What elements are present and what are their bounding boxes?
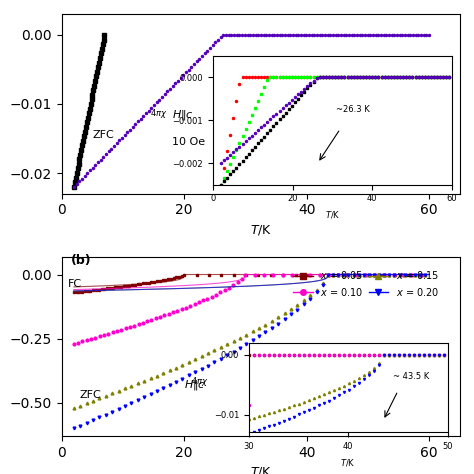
x = 0.20: [118, 405, 124, 410]
x = 0.20: [303, 299, 309, 305]
x = 0.05: [176, 274, 182, 280]
Text: FC: FC: [68, 279, 82, 289]
x = 0.05: [100, 286, 106, 292]
x = 0.10: [82, 338, 87, 344]
x = 0.10: [78, 339, 83, 345]
Legend: $x$ = 0.05, $x$ = 0.10, $x$ = 0.15, $x$ = 0.20: $x$ = 0.05, $x$ = 0.10, $x$ = 0.15, $x$ …: [289, 265, 443, 301]
x = 0.10: [228, 284, 234, 290]
x = 0.15: [118, 387, 124, 393]
x = 0.05: [75, 289, 81, 295]
x = 0.10: [103, 332, 109, 337]
Y-axis label: $4\pi\chi$: $4\pi\chi$: [0, 330, 1, 346]
Text: ZFC: ZFC: [80, 390, 102, 400]
Line: x = 0.05: x = 0.05: [73, 273, 185, 294]
Text: (b): (b): [71, 254, 91, 267]
x = 0.15: [71, 405, 77, 410]
x = 0.15: [312, 288, 318, 294]
x = 0.10: [117, 328, 122, 333]
x = 0.15: [81, 401, 87, 407]
x = 0.10: [243, 272, 248, 277]
x = 0.05: [71, 290, 77, 295]
x = 0.10: [71, 341, 77, 346]
x = 0.20: [325, 272, 331, 277]
x = 0.05: [181, 272, 187, 277]
x = 0.20: [71, 426, 77, 431]
Line: x = 0.10: x = 0.10: [73, 273, 247, 345]
Text: ZFC: ZFC: [92, 130, 114, 140]
x = 0.15: [303, 295, 309, 301]
Text: $H\|c$: $H\|c$: [172, 108, 194, 122]
Text: 10 Oe: 10 Oe: [172, 137, 205, 147]
Line: x = 0.20: x = 0.20: [73, 273, 329, 430]
x = 0.20: [86, 419, 92, 425]
x = 0.15: [325, 272, 331, 277]
X-axis label: $T$/K: $T$/K: [249, 465, 272, 474]
x = 0.20: [312, 291, 318, 296]
x = 0.05: [78, 289, 83, 294]
x = 0.05: [172, 275, 178, 281]
X-axis label: $T$/K: $T$/K: [249, 223, 272, 237]
x = 0.10: [234, 280, 240, 286]
Text: $H\|c$: $H\|c$: [184, 378, 206, 392]
x = 0.20: [139, 396, 145, 401]
x = 0.15: [86, 400, 92, 405]
Line: x = 0.15: x = 0.15: [73, 273, 329, 409]
x = 0.05: [91, 287, 97, 293]
x = 0.15: [139, 379, 145, 385]
x = 0.20: [81, 421, 87, 427]
Y-axis label: $4\pi\chi$: $4\pi\chi$: [0, 88, 1, 104]
